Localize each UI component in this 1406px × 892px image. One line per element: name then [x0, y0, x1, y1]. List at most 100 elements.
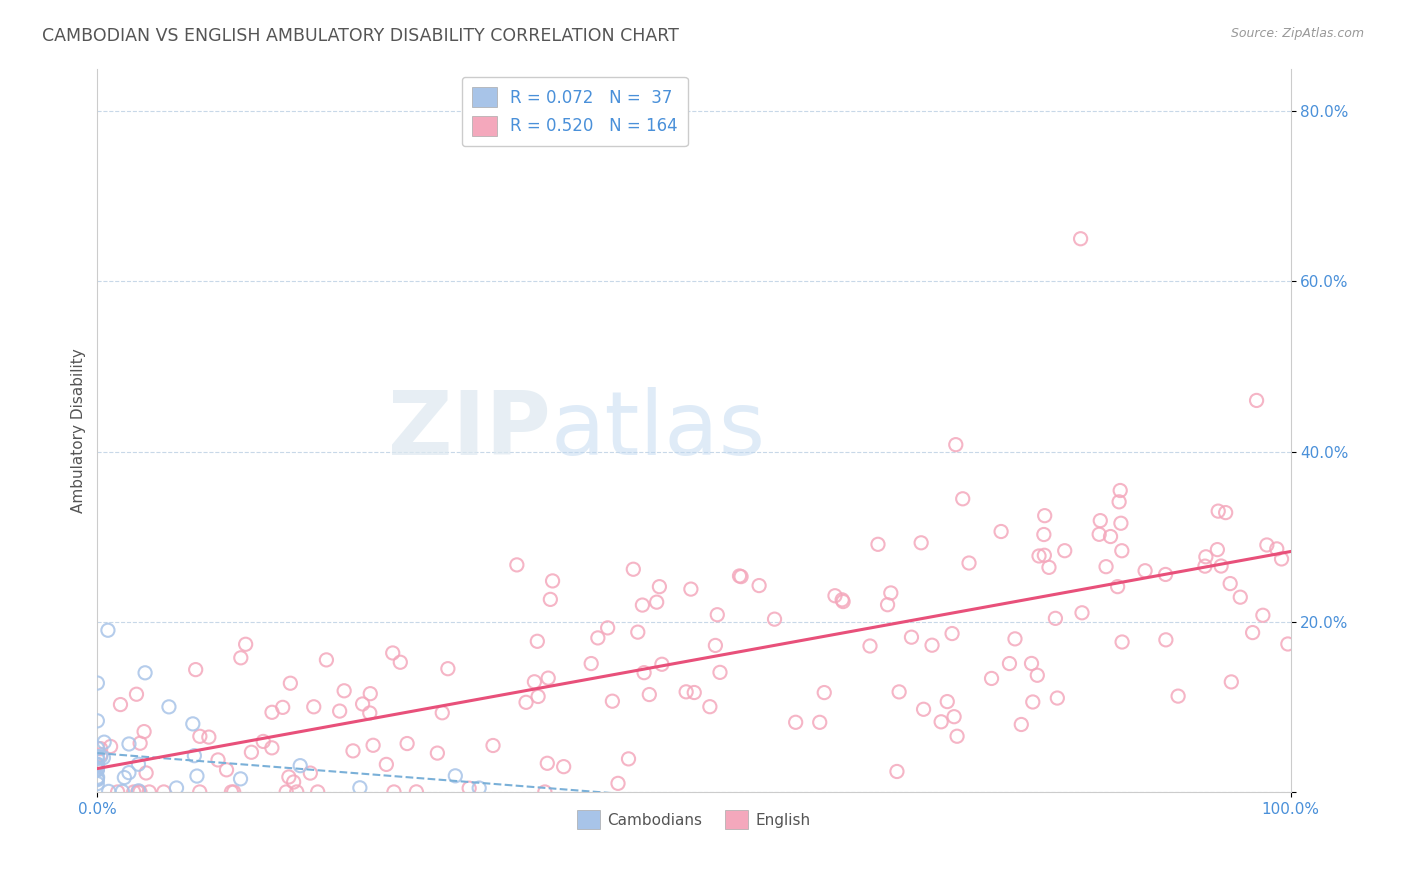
Point [683, 685, 706, 699]
Point [235, 637, 257, 651]
Point [1107, 580, 1129, 594]
Point [381, 646, 404, 660]
Point [198, 730, 221, 744]
Point [1277, 637, 1299, 651]
Point [831, 592, 853, 607]
Point [349, 780, 371, 795]
Point [1109, 516, 1132, 531]
Point [1195, 549, 1218, 564]
Point [1215, 506, 1237, 520]
Point [627, 625, 650, 640]
Point [1032, 527, 1054, 541]
Point [607, 776, 630, 790]
Point [813, 685, 835, 699]
Point [184, 663, 207, 677]
Point [90, 749, 112, 764]
Point [886, 764, 908, 779]
Point [617, 752, 640, 766]
Point [277, 770, 299, 784]
Point [526, 634, 548, 648]
Point [1022, 695, 1045, 709]
Point [1220, 674, 1243, 689]
Point [1028, 549, 1050, 563]
Point [1206, 542, 1229, 557]
Text: Source: ZipAtlas.com: Source: ZipAtlas.com [1230, 27, 1364, 40]
Point [541, 574, 564, 588]
Point [240, 745, 263, 759]
Point [129, 785, 152, 799]
Point [538, 592, 561, 607]
Point [675, 685, 697, 699]
Point [1021, 657, 1043, 671]
Point [302, 699, 325, 714]
Point [536, 756, 558, 771]
Point [229, 650, 252, 665]
Point [1229, 590, 1251, 604]
Point [127, 757, 149, 772]
Point [1004, 632, 1026, 646]
Point [730, 569, 752, 583]
Point [396, 737, 419, 751]
Point [221, 785, 243, 799]
Point [1111, 635, 1133, 649]
Point [537, 671, 560, 685]
Point [1265, 541, 1288, 556]
Point [1133, 564, 1156, 578]
Point [763, 612, 786, 626]
Point [315, 653, 337, 667]
Point [990, 524, 1012, 539]
Point [515, 695, 537, 709]
Point [86, 762, 108, 776]
Point [998, 657, 1021, 671]
Point [86, 741, 108, 756]
Point [458, 781, 481, 796]
Point [602, 694, 624, 708]
Point [361, 739, 384, 753]
Point [86, 761, 108, 775]
Point [129, 736, 152, 750]
Point [945, 438, 967, 452]
Point [135, 766, 157, 780]
Point [280, 676, 302, 690]
Point [1167, 689, 1189, 703]
Point [382, 785, 405, 799]
Point [1046, 691, 1069, 706]
Point [728, 569, 751, 583]
Point [86, 714, 108, 728]
Point [97, 784, 120, 798]
Point [444, 769, 467, 783]
Point [1270, 552, 1292, 566]
Point [1053, 543, 1076, 558]
Point [704, 639, 727, 653]
Point [523, 674, 546, 689]
Point [1045, 611, 1067, 625]
Point [375, 757, 398, 772]
Point [468, 780, 491, 795]
Point [553, 759, 575, 773]
Point [482, 739, 505, 753]
Point [437, 662, 460, 676]
Point [1090, 514, 1112, 528]
Point [93, 735, 115, 749]
Point [1206, 504, 1229, 518]
Point [1088, 527, 1111, 541]
Point [1108, 495, 1130, 509]
Point [86, 772, 108, 787]
Point [648, 580, 671, 594]
Point [333, 683, 356, 698]
Point [952, 491, 974, 506]
Y-axis label: Ambulatory Disability: Ambulatory Disability [72, 348, 86, 513]
Point [596, 621, 619, 635]
Point [86, 770, 108, 784]
Point [183, 748, 205, 763]
Point [1033, 549, 1056, 563]
Point [86, 772, 108, 786]
Point [1246, 393, 1268, 408]
Point [329, 704, 352, 718]
Point [166, 780, 188, 795]
Point [1099, 529, 1122, 543]
Point [1111, 543, 1133, 558]
Point [100, 739, 122, 754]
Point [859, 639, 882, 653]
Point [941, 626, 963, 640]
